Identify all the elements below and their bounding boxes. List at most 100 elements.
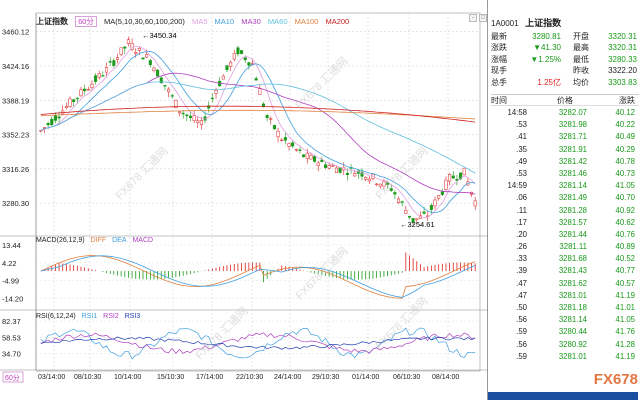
candle-body [123,46,127,49]
tick-row: .41 3281.71 40.49 [491,131,639,143]
quote-value: 3322.20 [608,66,637,76]
tick-time: .06 [516,193,527,203]
tick-change: 40.70 [615,193,635,203]
quote-value: 3280.81 [532,32,561,41]
col-time: 时间 [491,96,507,105]
candle-body [104,67,109,73]
period-badge[interactable]: 60分 [75,16,97,27]
time-tick-label: 22/10:30 [236,374,263,381]
candle-body [240,50,244,54]
candle-body [272,124,276,130]
candle-body [407,215,412,218]
tick-row: .59 3281.01 41.19 [491,351,639,363]
tick-change: 40.49 [615,132,635,142]
rsi3-label: RSI3 [124,313,141,320]
kline-chart[interactable]: 3460.12 3424.16 3388.19 3352.23 3316.26 3280.… [0,0,488,400]
tick-price: 3281.46 [558,168,587,178]
period-button-label: 60分 [5,373,20,382]
tick-price: 3281.57 [558,217,587,227]
time-tick-label: 08/14:00 [432,374,459,381]
quote-title: 1A0001 上证指数 [491,16,561,29]
candle-body [181,112,185,115]
watermark-logo: FX678 [593,371,638,388]
tick-price: 3281.44 [558,229,587,239]
quote-grid: 最新 3280.81 开盘 3320.31 涨跌 ▼41.30 最高 3320.31 涨幅 ▼1.… [491,31,639,88]
candle-body [353,173,357,177]
quote-panel: 1A0001 上证指数 最新 3280.81 开盘 3320.31 涨跌 ▼41.30 最高… [488,0,640,400]
tick-price: 3281.98 [558,120,587,130]
tick-price: 3281.49 [558,193,587,203]
quote-value: 3303.83 [608,77,637,87]
quote-label: 总手 [491,77,507,87]
candle-body [177,111,182,114]
candle-body [433,199,437,207]
ma-line [40,105,476,123]
tick-price: 3281.01 [558,351,587,361]
quote-value [511,65,561,76]
tick-price: 3281.91 [558,144,587,154]
ma30-label: MA30 [241,17,261,26]
tick-time: 14:59 [507,181,527,191]
candle-body [411,218,415,223]
tick-price: 3281.43 [558,266,587,276]
tick-row: 14:58 3282.07 40.12 [491,107,639,119]
tick-change: 41.19 [615,290,635,300]
candle-body [280,139,284,142]
tick-change: 40.76 [615,229,635,239]
quote-label: 最高 [573,43,589,53]
candle-body [364,176,368,180]
price-tick-label: 3316.26 [2,165,29,174]
tick-time: .56 [516,315,527,325]
ma100-label: MA100 [294,17,319,26]
ma10-label: MA10 [214,17,235,26]
candle-body [75,97,79,100]
candle-body [50,118,54,125]
minimize-icon[interactable]: - [469,14,477,22]
candle-body [174,99,178,109]
candle-body [393,192,397,195]
chart-pane[interactable]: 3460.12 3424.16 3388.19 3352.23 3316.26 3280.… [0,0,488,400]
tick-time: .47 [516,278,527,288]
tick-row: .06 3281.49 40.70 [491,192,639,204]
tick-list[interactable]: 14:58 3282.07 40.12 .53 3281.98 40.22 .41 3281.… [491,107,639,363]
time-tick-label: 10/14:00 [114,374,141,381]
candle-body [156,69,160,77]
chart-watermark: FX678 汇通网 [293,55,351,113]
candle-body [327,165,331,169]
period-button [2,371,24,383]
tick-time: .56 [516,339,527,349]
tick-row: .50 3281.18 41.01 [491,302,639,314]
rsi-tick-label: 34.70 [2,349,21,358]
tick-row: .47 3281.01 41.19 [491,290,639,302]
candle-body [188,115,193,118]
tick-row: .49 3281.42 40.78 [491,156,639,168]
security-code: 1A0001 [491,19,519,28]
candle-body [437,195,441,199]
tick-change: 40.89 [615,242,635,252]
candle-body [68,98,72,107]
tick-change: 40.62 [615,217,635,227]
tick-row: .47 3281.62 40.57 [491,278,639,290]
candle-body [108,61,112,63]
candle-body [444,179,448,190]
quote-value: ▼41.30 [533,43,561,53]
tick-change: 40.12 [615,108,635,117]
macd-line [40,255,476,299]
rsi-tick-label: 82.37 [2,317,21,326]
candle-body [313,156,317,162]
price-tick-label: 3424.16 [2,62,29,71]
tick-time: .20 [516,229,527,239]
macd-line [40,255,476,298]
ma-params: MA(5,10,30,60,100,200) [104,17,185,26]
tick-price: 3281.14 [558,315,587,325]
quote-label: 现手 [491,66,507,76]
panel-controls: - □ [469,14,487,22]
tick-change: 40.57 [615,278,635,288]
candle-body [207,105,211,109]
col-change: 涨跌 [619,96,635,105]
time-tick-label: 08/10:30 [74,374,101,381]
time-tick-label: 06/10:30 [393,374,420,381]
quote-label: 最新 [491,32,507,41]
settings-icon[interactable]: □ [479,14,487,22]
tick-price: 3280.92 [558,339,587,349]
